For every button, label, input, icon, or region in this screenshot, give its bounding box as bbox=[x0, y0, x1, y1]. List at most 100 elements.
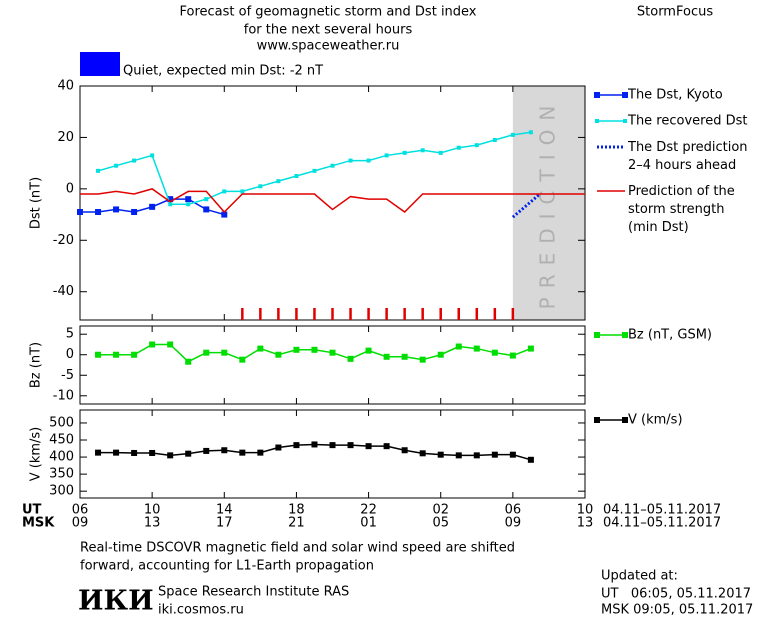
panel-frame bbox=[79, 409, 586, 499]
x-tick-label-msk: 21 bbox=[288, 516, 305, 531]
note: forward, accounting for L1-Earth propaga… bbox=[80, 559, 374, 574]
point bbox=[150, 153, 155, 158]
point bbox=[491, 349, 498, 356]
y-tick-label: 40 bbox=[57, 79, 74, 94]
point bbox=[348, 158, 353, 163]
point bbox=[168, 202, 173, 207]
point bbox=[438, 150, 443, 155]
point bbox=[185, 358, 192, 365]
point bbox=[96, 168, 101, 173]
legend-marker bbox=[622, 92, 628, 98]
legend-marker bbox=[623, 119, 627, 123]
point bbox=[239, 449, 246, 456]
point bbox=[383, 443, 390, 450]
point bbox=[474, 143, 479, 148]
point bbox=[239, 356, 246, 363]
y-tick-label: -40 bbox=[53, 284, 74, 299]
point bbox=[131, 449, 138, 456]
point bbox=[114, 163, 119, 168]
point bbox=[312, 168, 317, 173]
x-tick-label: 06 bbox=[72, 503, 89, 518]
point bbox=[455, 452, 462, 459]
point bbox=[456, 145, 461, 150]
title: Forecast of geomagnetic storm and Dst in… bbox=[179, 5, 476, 20]
legend-marker bbox=[595, 119, 599, 123]
updated: MSK 09:05, 05.11.2017 bbox=[601, 603, 753, 618]
x-tick-label-msk: 17 bbox=[216, 516, 233, 531]
y-tick-label: 5 bbox=[66, 327, 74, 342]
point bbox=[186, 202, 191, 207]
note: Real-time DSCOVR magnetic field and sola… bbox=[80, 541, 515, 556]
point bbox=[383, 353, 390, 360]
legend-label: Prediction of the storm strength (min Dst) bbox=[628, 184, 735, 235]
point bbox=[455, 343, 462, 350]
prediction-label: PREDICTION bbox=[535, 97, 559, 310]
x-tick-label-msk: 13 bbox=[577, 516, 594, 531]
point bbox=[221, 447, 228, 454]
updated: UT 06:05, 05.11.2017 bbox=[601, 587, 751, 602]
logo: ИКИ bbox=[78, 586, 154, 617]
point bbox=[185, 196, 192, 203]
point bbox=[509, 352, 516, 359]
x-tick-label: 18 bbox=[288, 503, 305, 518]
subtitle: for the next several hours bbox=[244, 23, 413, 38]
point bbox=[257, 449, 264, 456]
y-tick-label: 300 bbox=[49, 484, 74, 499]
point bbox=[491, 451, 498, 458]
y-axis-label: V (km/s) bbox=[29, 427, 44, 482]
x-tick-label-msk: 05 bbox=[432, 516, 449, 531]
y-tick-label: 20 bbox=[57, 130, 74, 145]
point bbox=[113, 206, 120, 213]
prediction-region bbox=[512, 86, 585, 320]
x-tick-label: 06 bbox=[505, 503, 522, 518]
point bbox=[293, 346, 300, 353]
point bbox=[221, 211, 228, 218]
point bbox=[276, 179, 281, 184]
x-tick-label: 10 bbox=[144, 503, 161, 518]
updated: Updated at: bbox=[601, 569, 678, 584]
y-axis-label: Dst (nT) bbox=[29, 177, 44, 229]
point bbox=[149, 203, 156, 210]
point bbox=[473, 452, 480, 459]
point bbox=[167, 196, 174, 203]
series-line bbox=[80, 188, 585, 214]
status-label: Quiet, expected min Dst: -2 nT bbox=[123, 64, 323, 79]
x-row-label: UT bbox=[22, 503, 42, 518]
point bbox=[203, 206, 210, 213]
date-range: 04.11–05.11.2017 bbox=[603, 503, 721, 518]
point bbox=[149, 449, 156, 456]
point bbox=[509, 451, 516, 458]
point bbox=[347, 355, 354, 362]
x-tick-label: 10 bbox=[577, 503, 594, 518]
y-tick-label: 0 bbox=[66, 347, 74, 362]
url: www.spaceweather.ru bbox=[257, 39, 400, 54]
point bbox=[258, 184, 263, 189]
point bbox=[240, 189, 245, 194]
legend-marker bbox=[594, 417, 600, 423]
point bbox=[473, 345, 480, 352]
x-tick-label-msk: 13 bbox=[144, 516, 161, 531]
point bbox=[275, 444, 282, 451]
point bbox=[77, 209, 83, 215]
point bbox=[528, 130, 533, 135]
y-tick-label: 400 bbox=[49, 450, 74, 465]
y-tick-label: -20 bbox=[53, 233, 74, 248]
point bbox=[222, 189, 227, 194]
point bbox=[420, 148, 425, 153]
point bbox=[365, 347, 372, 354]
legend-label: The Dst, Kyoto bbox=[627, 88, 723, 103]
x-tick-label-msk: 01 bbox=[360, 516, 377, 531]
point bbox=[95, 449, 102, 456]
point bbox=[113, 351, 120, 358]
point bbox=[419, 450, 426, 457]
point bbox=[384, 153, 389, 158]
point bbox=[275, 351, 282, 358]
y-tick-label: 350 bbox=[49, 467, 74, 482]
legend-marker bbox=[622, 417, 628, 423]
date-range: 04.11–05.11.2017 bbox=[603, 516, 721, 531]
point bbox=[311, 346, 318, 353]
brand: StormFocus bbox=[637, 5, 713, 20]
y-tick-label: -10 bbox=[53, 388, 74, 403]
institute: Space Research Institute RAS bbox=[158, 585, 349, 600]
legend-marker bbox=[594, 92, 600, 98]
